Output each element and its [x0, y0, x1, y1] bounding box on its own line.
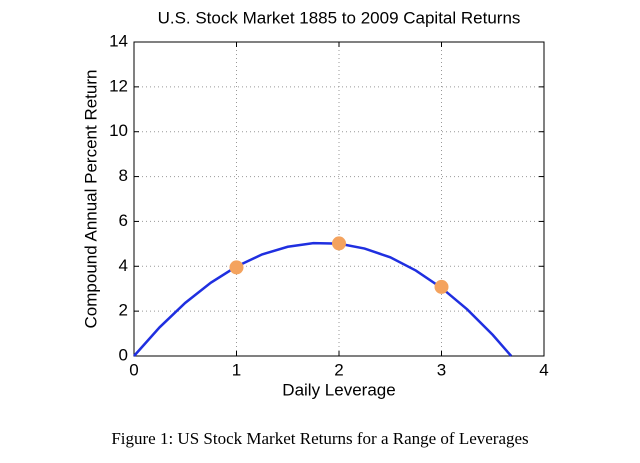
- data-line: [133, 241, 513, 357]
- x-axis-label: Daily Leverage: [282, 380, 395, 399]
- y-tick-label: 14: [109, 31, 128, 50]
- chart-title: U.S. Stock Market 1885 to 2009 Capital R…: [158, 8, 521, 27]
- figure-caption: Figure 1: US Stock Market Returns for a …: [111, 429, 528, 448]
- x-tick-label: 1: [232, 360, 241, 379]
- x-tick-label: 4: [539, 360, 548, 379]
- y-tick-label: 6: [119, 211, 128, 230]
- y-tick-label: 0: [119, 345, 128, 364]
- y-tick-label: 10: [109, 121, 128, 140]
- x-tick-label: 2: [334, 360, 343, 379]
- y-axis-label: Compound Annual Percent Return: [81, 70, 100, 329]
- plot-frame: [133, 41, 545, 357]
- data-point: [229, 260, 244, 275]
- data-point: [434, 279, 449, 294]
- x-tick-label: 0: [129, 360, 138, 379]
- y-tick-label: 8: [119, 166, 128, 185]
- y-tick-label: 12: [109, 76, 128, 95]
- data-point: [332, 236, 346, 251]
- x-tick-label: 3: [437, 360, 446, 379]
- y-tick-label: 4: [119, 256, 128, 275]
- y-tick-label: 2: [119, 301, 128, 320]
